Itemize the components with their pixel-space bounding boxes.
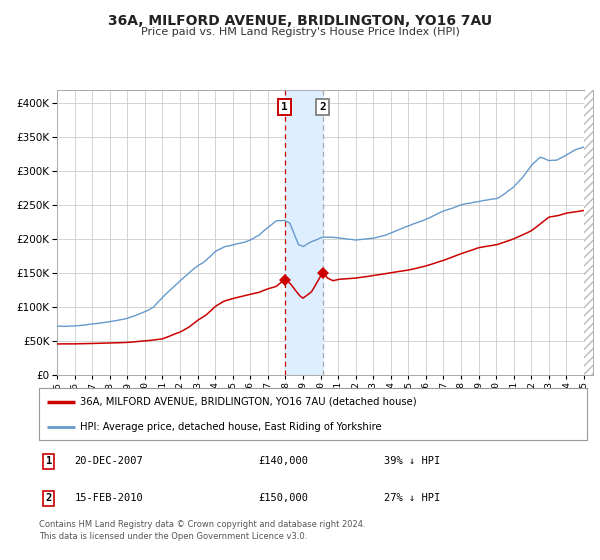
Text: 2: 2 xyxy=(46,493,52,503)
Text: £140,000: £140,000 xyxy=(258,456,308,466)
Text: 36A, MILFORD AVENUE, BRIDLINGTON, YO16 7AU (detached house): 36A, MILFORD AVENUE, BRIDLINGTON, YO16 7… xyxy=(80,396,417,407)
Text: 20-DEC-2007: 20-DEC-2007 xyxy=(74,456,143,466)
Text: HPI: Average price, detached house, East Riding of Yorkshire: HPI: Average price, detached house, East… xyxy=(80,422,382,432)
Text: Contains HM Land Registry data © Crown copyright and database right 2024.: Contains HM Land Registry data © Crown c… xyxy=(39,520,365,529)
Text: 39% ↓ HPI: 39% ↓ HPI xyxy=(384,456,440,466)
Text: 15-FEB-2010: 15-FEB-2010 xyxy=(74,493,143,503)
Text: 2: 2 xyxy=(319,102,326,112)
Text: 1: 1 xyxy=(281,102,288,112)
Text: 27% ↓ HPI: 27% ↓ HPI xyxy=(384,493,440,503)
Text: 1: 1 xyxy=(46,456,52,466)
Text: Price paid vs. HM Land Registry's House Price Index (HPI): Price paid vs. HM Land Registry's House … xyxy=(140,27,460,37)
Text: £150,000: £150,000 xyxy=(258,493,308,503)
Bar xyxy=(584,90,593,375)
Text: 36A, MILFORD AVENUE, BRIDLINGTON, YO16 7AU: 36A, MILFORD AVENUE, BRIDLINGTON, YO16 7… xyxy=(108,14,492,28)
Bar xyxy=(285,90,323,375)
Text: This data is licensed under the Open Government Licence v3.0.: This data is licensed under the Open Gov… xyxy=(39,532,307,541)
